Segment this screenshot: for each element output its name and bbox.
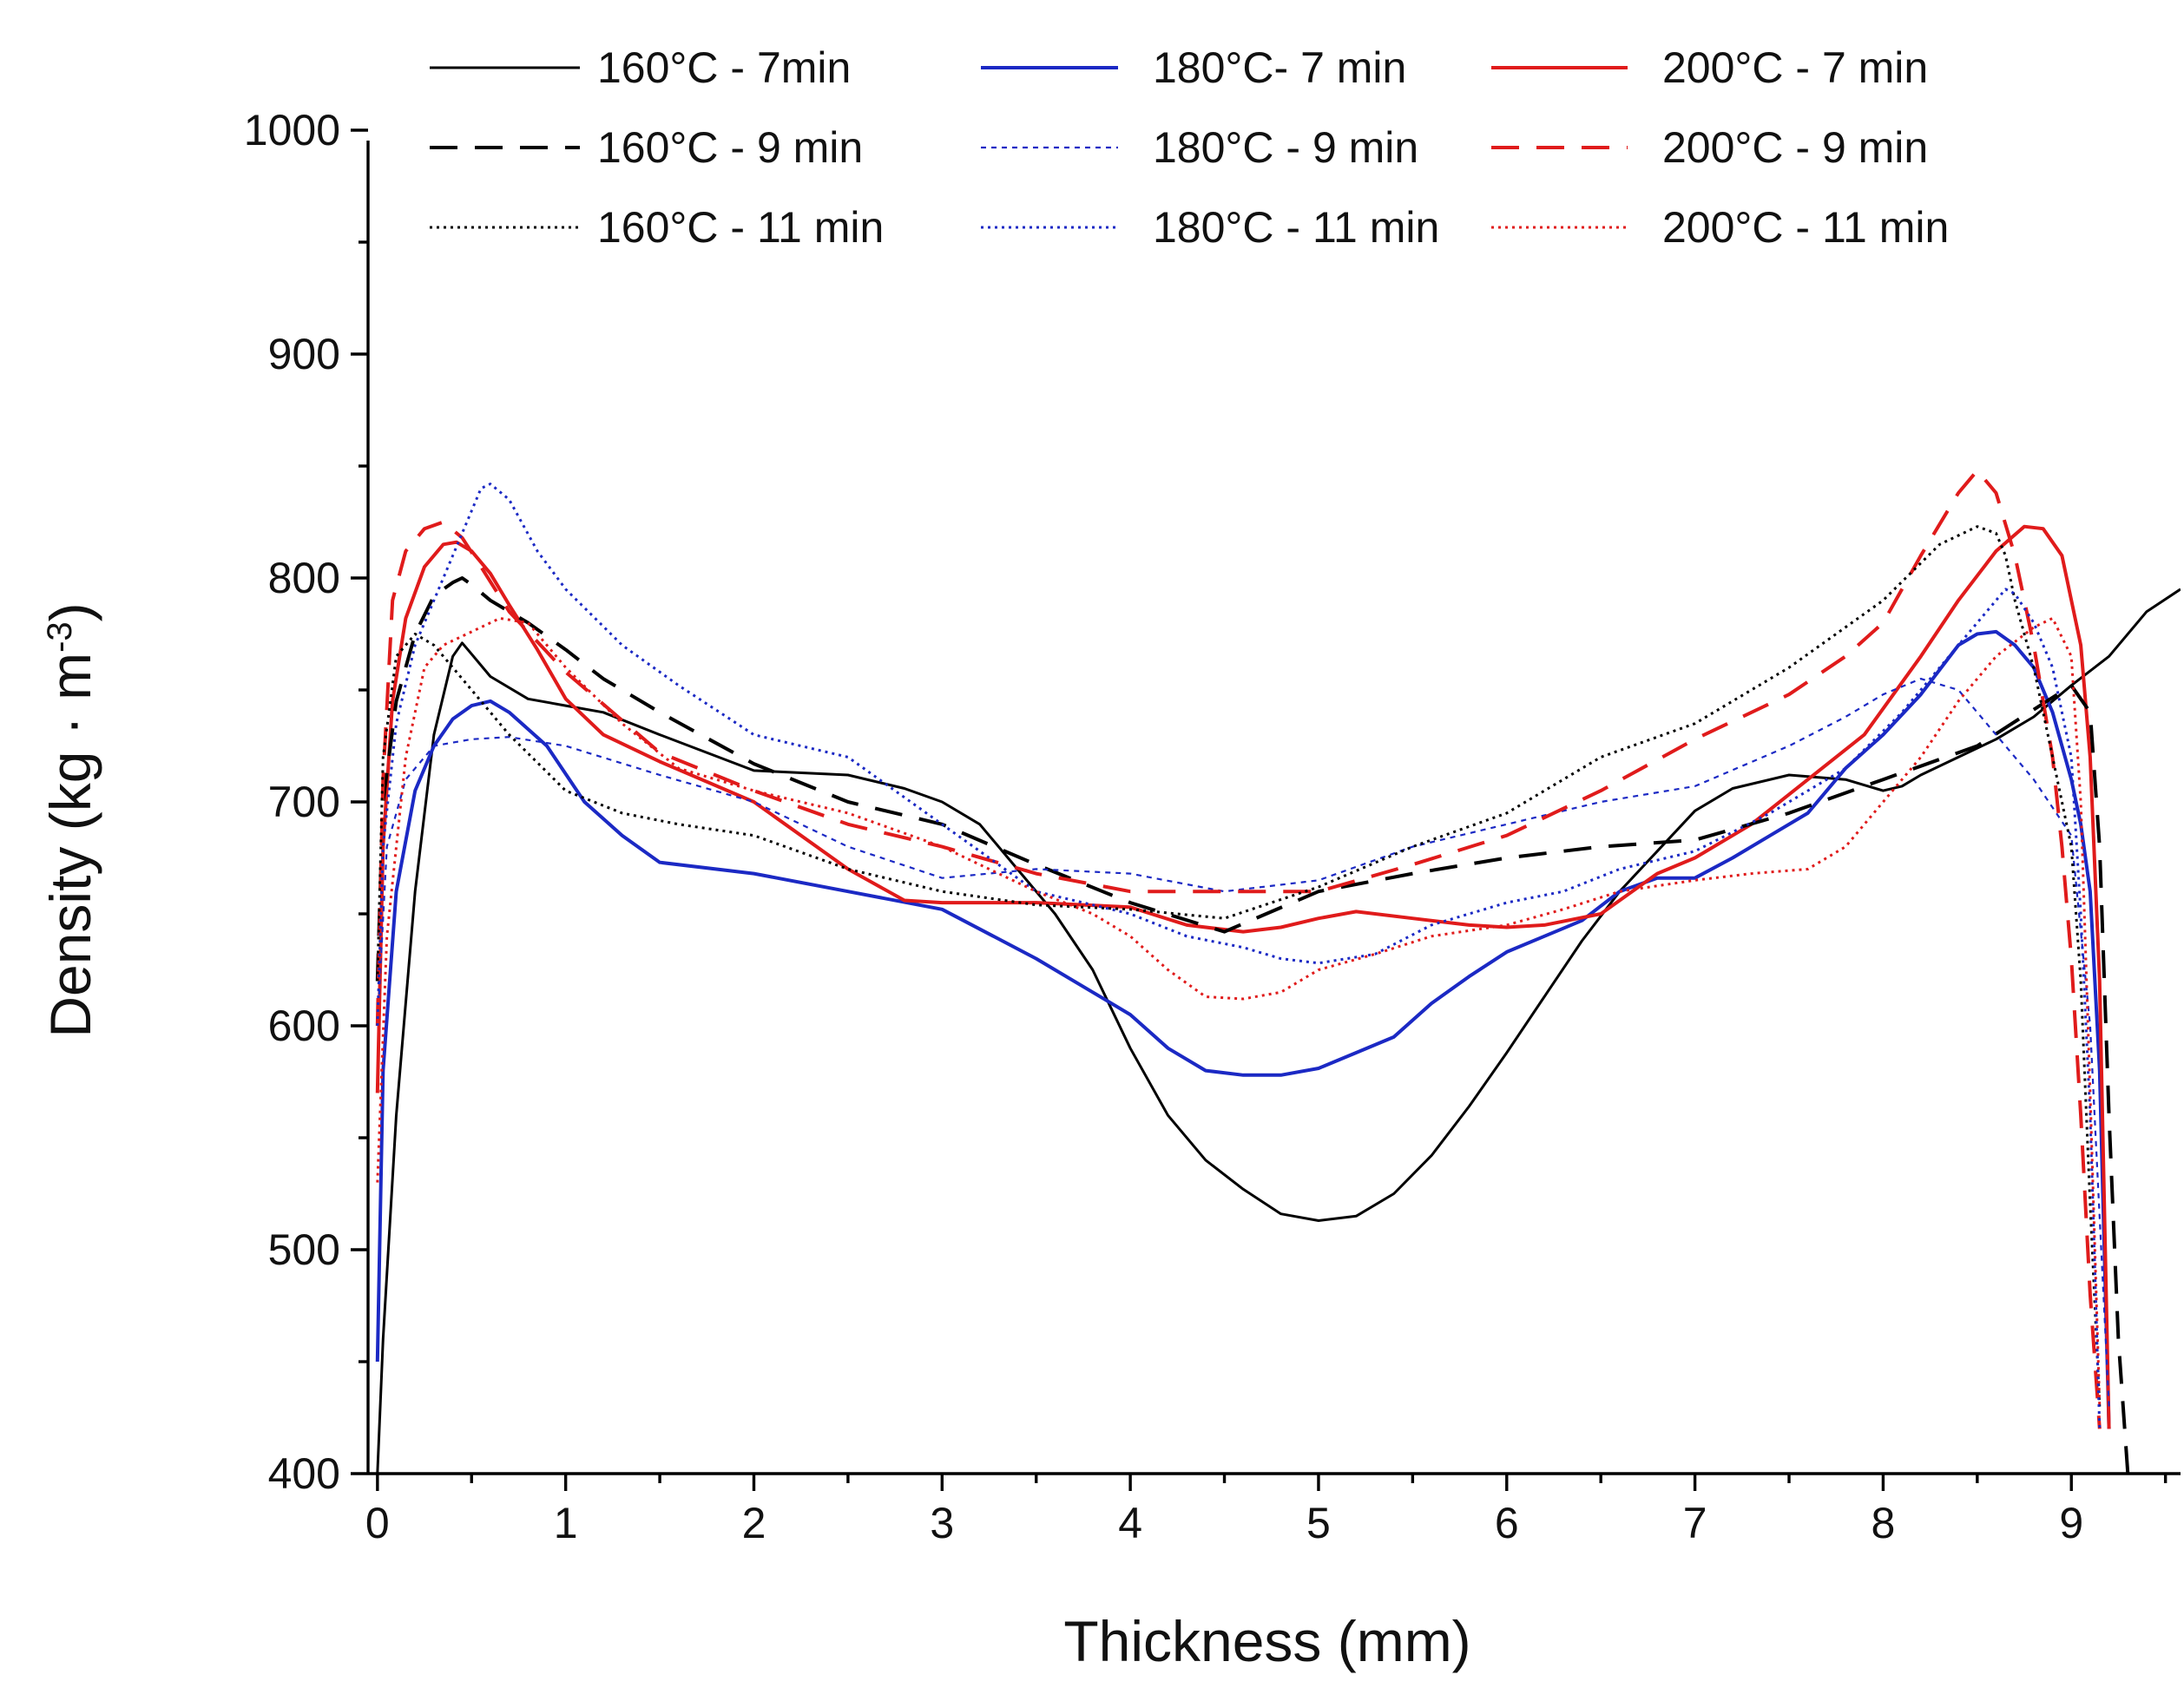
- y-tick-label: 800: [268, 554, 340, 602]
- series-line-3: [375, 524, 2111, 1429]
- legend: 160°C - 7min 160°C - 9 min 160°C - 11 min 1…: [430, 43, 1949, 252]
- series-line-1: [376, 588, 2181, 1474]
- legend-label-9: 200°C - 11 min: [1662, 203, 1949, 252]
- x-tick-label: 8: [1872, 1499, 1896, 1547]
- y-tick-label: 1000: [244, 106, 340, 154]
- series-line-8: [376, 483, 2102, 1429]
- legend-label-7: 160°C - 11 min: [597, 203, 884, 252]
- y-axis-title: Density (kg · m-3): [38, 602, 102, 1037]
- x-tick-label: 4: [1118, 1499, 1142, 1547]
- x-tick-label: 6: [1495, 1499, 1519, 1547]
- series-line-9: [376, 616, 2102, 1407]
- legend-label-4: 160°C - 9 min: [597, 123, 863, 172]
- y-tick-label: 400: [268, 1449, 340, 1498]
- y-axis-title-sup: -3: [41, 621, 79, 653]
- x-tick-label: 9: [2059, 1499, 2083, 1547]
- y-axis-ticks: 400 500 600 700 800 900 1000: [244, 106, 368, 1498]
- series-line-5: [376, 678, 2110, 1407]
- legend-label-1: 160°C - 7min: [597, 43, 851, 92]
- x-tick-label: 2: [742, 1499, 766, 1547]
- y-tick-label: 600: [268, 1002, 340, 1050]
- axes: 400 500 600 700 800 900 1000 0 1 2 3 4 5 6 7 8 9: [244, 106, 2181, 1547]
- y-axis-title-base: Density (kg · m: [38, 653, 102, 1038]
- y-tick-label: 700: [268, 778, 340, 826]
- x-tick-label: 5: [1306, 1499, 1331, 1547]
- x-tick-label: 3: [930, 1499, 954, 1547]
- x-tick-label: 0: [365, 1499, 390, 1547]
- series-layer: [375, 469, 2181, 1474]
- x-tick-label: 1: [554, 1499, 578, 1547]
- series-line-2: [375, 629, 2111, 1429]
- legend-label-5: 180°C - 9 min: [1153, 123, 1418, 172]
- legend-label-3: 200°C - 7 min: [1662, 43, 1928, 92]
- x-axis-ticks: 0 1 2 3 4 5 6 7 8 9: [365, 1474, 2168, 1547]
- series-line-6: [375, 469, 2102, 1429]
- legend-label-2: 180°C- 7 min: [1153, 43, 1406, 92]
- y-tick-label: 900: [268, 330, 340, 378]
- legend-label-6: 200°C - 9 min: [1662, 123, 1928, 172]
- legend-label-8: 180°C - 11 min: [1153, 203, 1439, 252]
- series-line-4: [375, 576, 2130, 1474]
- y-tick-label: 500: [268, 1225, 340, 1274]
- x-tick-label: 7: [1683, 1499, 1707, 1547]
- x-axis-title: Thickness (mm): [1063, 1609, 1470, 1673]
- y-axis-title-tail: ): [38, 602, 102, 621]
